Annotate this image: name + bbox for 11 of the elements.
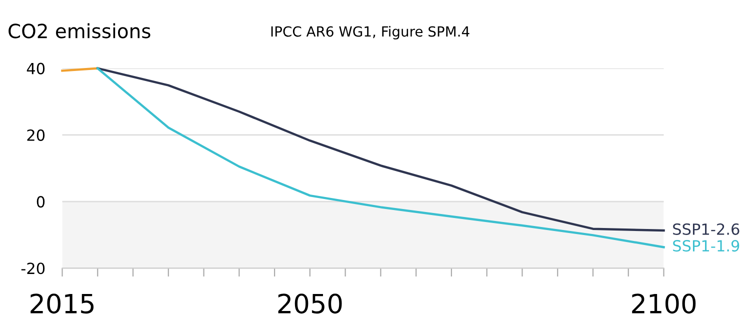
y-tick-label: -20: [21, 262, 45, 274]
y-tick-label: 20: [27, 129, 45, 141]
chart-subtitle: IPCC AR6 WG1, Figure SPM.4: [271, 26, 470, 40]
x-tick-label: 2100: [632, 294, 696, 314]
chart-title: CO2 emissions: [8, 23, 150, 38]
series-label: SSP1-1.9: [673, 240, 740, 252]
x-tick-label: 2050: [278, 294, 342, 314]
y-tick-label: 40: [26, 62, 45, 74]
series-label: SSP1-2.6: [673, 223, 740, 235]
y-tick-label: 0: [36, 196, 45, 208]
x-tick-label: 2015: [30, 294, 94, 314]
